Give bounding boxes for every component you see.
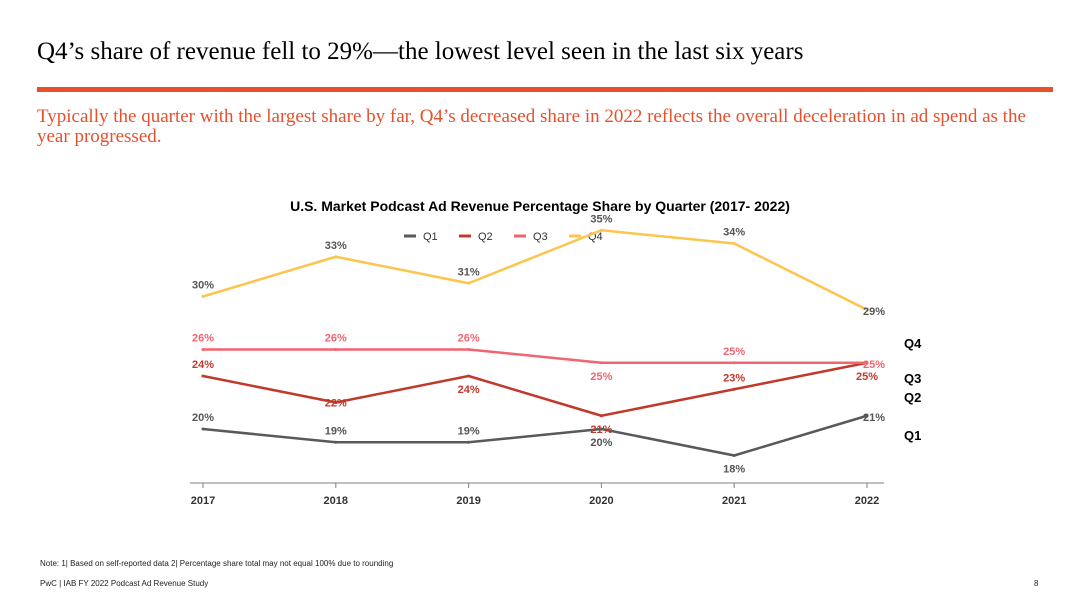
data-point-q1-2019 [467, 440, 471, 444]
x-tick-label-2018: 2018 [324, 495, 348, 507]
data-point-q3-2022 [865, 361, 869, 365]
data-label-q2-2022: 25% [856, 371, 878, 383]
data-point-q1-2022 [865, 414, 869, 418]
x-tick-label-2020: 2020 [589, 495, 613, 507]
data-label-q2-2020: 21% [590, 424, 612, 436]
data-point-q4-2017 [201, 295, 205, 298]
data-label-q3-2018: 26% [325, 333, 347, 345]
data-point-q4-2020 [599, 228, 603, 232]
footer-source: PwC | IAB FY 2022 Podcast Ad Revenue Stu… [40, 579, 209, 588]
legend-label-q2: Q2 [478, 231, 493, 243]
data-label-q4-2020: 35% [590, 213, 612, 225]
data-label-q4-2021: 34% [723, 227, 745, 239]
slide-subtitle: Typically the quarter with the largest s… [37, 106, 1026, 147]
data-point-q2-2019 [467, 374, 471, 378]
data-point-q4-2019 [467, 281, 471, 285]
chart-title: U.S. Market Podcast Ad Revenue Percentag… [290, 198, 790, 214]
x-tick-label-2022: 2022 [855, 495, 879, 507]
x-tick-label-2017: 2017 [191, 495, 215, 507]
data-label-q4-2022: 29% [863, 306, 885, 318]
series-line-q4 [202, 229, 868, 311]
title-divider [37, 87, 1053, 92]
footnote: Note: 1| Based on self-reported data 2| … [40, 559, 394, 568]
data-label-q1-2019: 19% [458, 425, 480, 437]
data-point-q4-2021 [732, 242, 736, 245]
end-label-q1: Q1 [904, 428, 921, 443]
data-label-q4-2017: 30% [192, 280, 214, 292]
data-label-q1-2020: 20% [590, 437, 612, 449]
data-label-q4-2018: 33% [325, 240, 347, 252]
data-label-q3-2017: 26% [192, 333, 214, 345]
data-point-q3-2020 [599, 361, 603, 365]
data-point-q2-2021 [732, 387, 736, 391]
data-point-q1-2020 [599, 427, 603, 431]
data-label-q3-2019: 26% [458, 333, 480, 345]
data-point-q4-2018 [334, 255, 338, 259]
data-point-q3-2017 [201, 348, 205, 351]
data-label-q2-2018: 22% [325, 398, 347, 410]
slide-title: Q4’s share of revenue fell to 29%—the lo… [37, 38, 804, 65]
data-label-q1-2021: 18% [723, 464, 745, 476]
x-tick-label-2021: 2021 [722, 495, 746, 507]
data-label-q3-2022: 25% [863, 359, 885, 371]
data-label-q1-2017: 20% [192, 412, 214, 424]
data-point-q1-2017 [201, 427, 205, 431]
end-label-q2: Q2 [904, 390, 921, 405]
data-label-q3-2021: 25% [723, 346, 745, 358]
data-label-q1-2018: 19% [325, 425, 347, 437]
data-point-q1-2021 [732, 454, 736, 457]
data-point-q3-2021 [732, 361, 736, 365]
data-point-q3-2019 [467, 348, 471, 351]
end-label-q3: Q3 [904, 371, 921, 386]
series-line-q2 [202, 361, 868, 417]
data-label-q2-2017: 24% [192, 359, 214, 371]
data-point-q2-2018 [334, 401, 338, 404]
data-point-q1-2018 [334, 440, 338, 444]
data-point-q3-2018 [334, 348, 338, 351]
data-label-q2-2019: 24% [458, 384, 480, 396]
data-label-q1-2022: 21% [863, 412, 885, 424]
end-label-q4: Q4 [904, 336, 922, 351]
data-label-q4-2019: 31% [458, 266, 480, 278]
series-line-q3 [203, 348, 867, 364]
data-point-q2-2020 [599, 414, 603, 418]
page-number: 8 [1034, 579, 1039, 588]
data-point-q4-2022 [865, 308, 869, 312]
data-label-q3-2020: 25% [590, 371, 612, 383]
data-point-q2-2017 [201, 374, 205, 378]
data-label-q2-2021: 23% [723, 372, 745, 384]
x-tick-label-2019: 2019 [456, 495, 480, 507]
series-line-q1 [202, 414, 868, 457]
legend-label-q1: Q1 [423, 231, 438, 243]
legend-label-q3: Q3 [533, 231, 548, 243]
